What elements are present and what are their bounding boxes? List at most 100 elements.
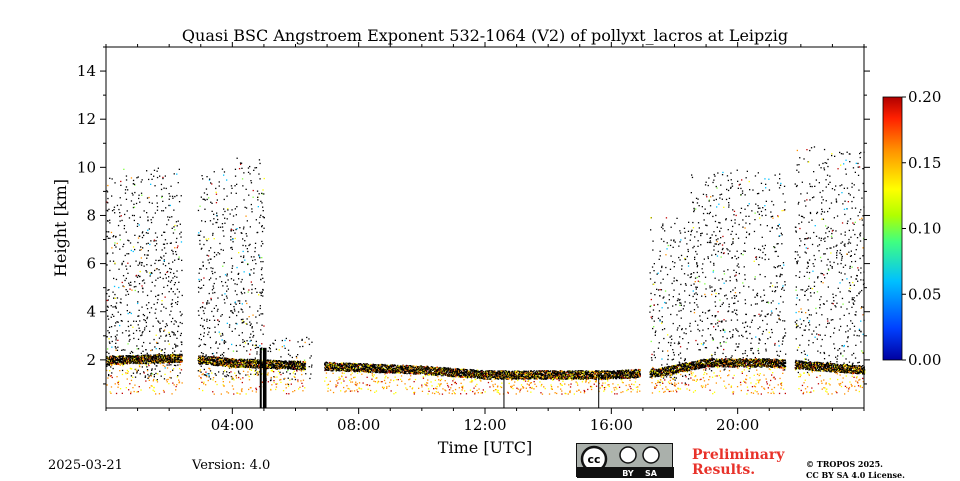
scatter-pixel (820, 272, 822, 275)
scatter-pixel (221, 353, 223, 355)
layer-pixel (171, 357, 173, 359)
scatter-pixel (128, 217, 131, 219)
scatter-pixel (242, 287, 245, 290)
scatter-pixel (149, 272, 151, 274)
scatter-pixel (275, 348, 278, 350)
scatter-pixel (734, 275, 736, 277)
scatter-pixel (111, 247, 113, 249)
scatter-pixel (240, 281, 242, 283)
layer-pixel (256, 362, 258, 364)
scatter-pixel (161, 234, 163, 236)
scatter-pixel (659, 289, 661, 291)
scatter-pixel (250, 281, 252, 283)
layer-pixel (121, 358, 124, 360)
scatter-pixel (156, 236, 158, 238)
scatter-pixel (861, 289, 863, 292)
scatter-pixel (242, 228, 245, 230)
scatter-pixel (696, 286, 698, 288)
scatter-pixel (127, 293, 130, 295)
scatter-pixel (820, 213, 823, 215)
scatter-pixel (715, 328, 717, 331)
layer-pixel (163, 391, 165, 393)
scatter-pixel (691, 176, 694, 179)
scatter-pixel (218, 371, 220, 373)
scatter-pixel (118, 208, 120, 211)
layer-pixel (259, 367, 261, 369)
scatter-pixel (778, 345, 780, 347)
scatter-pixel (270, 379, 272, 381)
scatter-pixel (774, 174, 776, 176)
scatter-pixel (294, 378, 297, 381)
layer-pixel (206, 359, 208, 362)
scatter-pixel (261, 343, 263, 345)
layer-pixel (175, 358, 177, 361)
scatter-pixel (114, 305, 117, 307)
scatter-pixel (146, 271, 148, 273)
scatter-pixel (744, 302, 747, 305)
layer-pixel (116, 376, 118, 378)
scatter-pixel (218, 320, 220, 323)
scatter-pixel (144, 376, 146, 378)
scatter-pixel (779, 265, 781, 267)
scatter-pixel (698, 330, 701, 332)
scatter-pixel (743, 285, 745, 287)
scatter-pixel (730, 319, 733, 321)
scatter-pixel (136, 276, 139, 278)
layer-pixel (199, 358, 201, 360)
scatter-pixel (712, 338, 714, 340)
scatter-pixel (215, 305, 217, 307)
scatter-pixel (684, 258, 686, 261)
scatter-pixel (156, 268, 158, 270)
scatter-pixel (741, 190, 744, 192)
scatter-pixel (249, 173, 251, 175)
layer-pixel (168, 355, 170, 357)
scatter-pixel (126, 304, 128, 306)
scatter-pixel (777, 314, 779, 316)
layer-pixel (201, 381, 203, 383)
scatter-pixel (670, 342, 672, 344)
layer-pixel (167, 360, 169, 362)
layer-pixel (147, 359, 149, 361)
scatter-pixel (700, 233, 702, 235)
scatter-pixel (745, 236, 747, 239)
layer-pixel (236, 392, 238, 394)
scatter-pixel (146, 366, 148, 368)
scatter-pixel (769, 286, 771, 288)
scatter-pixel (690, 284, 692, 286)
layer-pixel (109, 358, 111, 361)
layer-pixel (160, 356, 163, 358)
scatter-pixel (700, 234, 702, 237)
layer-pixel (234, 359, 236, 361)
scatter-pixel (649, 311, 651, 313)
scatter-pixel (675, 279, 678, 281)
layer-pixel (163, 360, 165, 362)
scatter-pixel (720, 184, 722, 186)
layer-pixel (265, 361, 268, 363)
scatter-pixel (829, 175, 831, 177)
scatter-pixel (148, 375, 150, 377)
scatter-pixel (257, 206, 259, 208)
scatter-pixel (784, 335, 786, 337)
scatter-pixel (712, 269, 715, 272)
scatter-pixel (701, 206, 703, 208)
scatter-pixel (234, 208, 236, 210)
scatter-pixel (108, 295, 110, 297)
scatter-pixel (741, 192, 744, 194)
layer-pixel (106, 363, 108, 365)
layer-pixel (275, 361, 277, 364)
scatter-pixel (820, 239, 822, 242)
layer-pixel (247, 361, 249, 363)
scatter-pixel (164, 175, 166, 177)
scatter-pixel (202, 198, 204, 200)
layer-pixel (140, 358, 142, 360)
scatter-pixel (687, 342, 690, 344)
scatter-pixel (797, 371, 799, 374)
scatter-pixel (772, 204, 775, 206)
scatter-pixel (128, 335, 130, 337)
scatter-pixel (795, 311, 797, 314)
scatter-pixel (795, 226, 797, 228)
layer-pixel (145, 380, 147, 382)
scatter-pixel (232, 350, 235, 352)
scatter-pixel (784, 209, 786, 211)
layer-pixel (246, 365, 248, 367)
